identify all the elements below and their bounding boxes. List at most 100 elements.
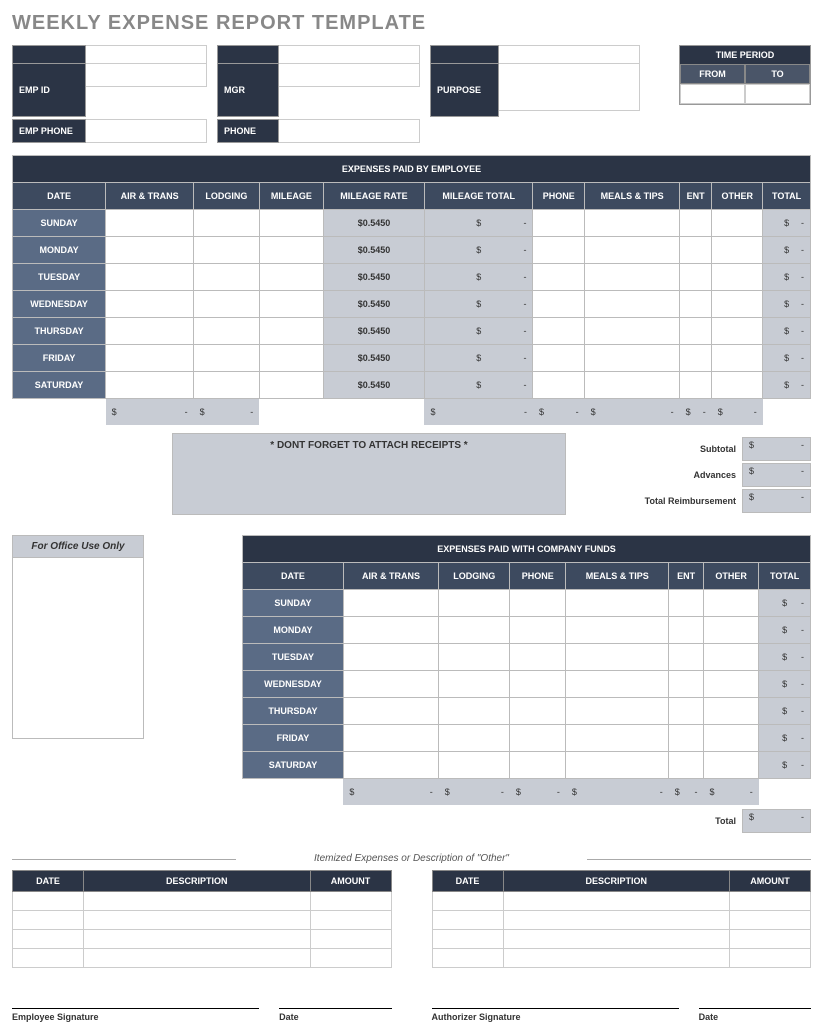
cell[interactable] (106, 372, 194, 399)
cell[interactable] (84, 892, 311, 911)
input-from[interactable] (680, 84, 745, 104)
cell[interactable] (712, 372, 763, 399)
cell[interactable] (259, 210, 323, 237)
cell[interactable] (566, 617, 669, 644)
cell[interactable] (106, 237, 194, 264)
employee-date-line[interactable]: Date (279, 1008, 391, 1022)
cell[interactable] (669, 698, 704, 725)
cell[interactable] (510, 725, 566, 752)
cell[interactable] (194, 210, 260, 237)
cell[interactable] (259, 345, 323, 372)
cell[interactable] (669, 590, 704, 617)
cell[interactable] (310, 949, 391, 968)
cell[interactable] (730, 911, 811, 930)
cell[interactable] (343, 752, 438, 779)
authorizer-date-line[interactable]: Date (699, 1008, 811, 1022)
cell[interactable] (432, 892, 503, 911)
cell[interactable] (704, 617, 759, 644)
cell[interactable] (439, 617, 510, 644)
cell[interactable] (503, 892, 730, 911)
cell[interactable] (439, 590, 510, 617)
cell[interactable] (669, 644, 704, 671)
input-emp-id[interactable] (86, 63, 207, 87)
cell[interactable] (730, 949, 811, 968)
cell[interactable] (704, 725, 759, 752)
cell[interactable] (84, 911, 311, 930)
cell[interactable] (704, 752, 759, 779)
cell[interactable] (533, 318, 585, 345)
cell[interactable] (680, 372, 712, 399)
cell[interactable] (343, 725, 438, 752)
cell[interactable] (585, 264, 680, 291)
cell[interactable] (585, 318, 680, 345)
cell[interactable] (194, 291, 260, 318)
cell[interactable] (533, 372, 585, 399)
cell[interactable] (343, 617, 438, 644)
cell[interactable] (712, 237, 763, 264)
input-phone[interactable] (279, 119, 420, 143)
cell[interactable] (106, 291, 194, 318)
cell[interactable] (585, 210, 680, 237)
cell[interactable] (106, 264, 194, 291)
authorizer-signature-line[interactable]: Authorizer Signature (432, 1008, 679, 1022)
cell[interactable] (510, 590, 566, 617)
cell[interactable] (13, 930, 84, 949)
cell[interactable] (194, 237, 260, 264)
cell[interactable] (566, 671, 669, 698)
cell[interactable] (13, 949, 84, 968)
cell[interactable] (712, 264, 763, 291)
cell[interactable] (585, 345, 680, 372)
cell[interactable] (533, 291, 585, 318)
input-mgr[interactable] (279, 63, 420, 87)
cell[interactable] (585, 237, 680, 264)
cell[interactable] (680, 237, 712, 264)
cell[interactable] (439, 725, 510, 752)
cell[interactable] (669, 725, 704, 752)
cell[interactable] (566, 644, 669, 671)
cell[interactable] (194, 318, 260, 345)
cell[interactable] (439, 671, 510, 698)
cell[interactable] (432, 949, 503, 968)
cell[interactable] (194, 264, 260, 291)
cell[interactable] (510, 698, 566, 725)
cell[interactable] (704, 698, 759, 725)
cell[interactable] (432, 930, 503, 949)
cell[interactable] (343, 698, 438, 725)
cell[interactable] (533, 264, 585, 291)
cell[interactable] (533, 237, 585, 264)
cell[interactable] (510, 752, 566, 779)
cell[interactable] (310, 930, 391, 949)
cell[interactable] (566, 725, 669, 752)
cell[interactable] (106, 345, 194, 372)
cell[interactable] (533, 210, 585, 237)
cell[interactable] (712, 291, 763, 318)
cell[interactable] (566, 698, 669, 725)
cell[interactable] (259, 318, 323, 345)
cell[interactable] (503, 911, 730, 930)
input-emp-phone[interactable] (86, 119, 207, 143)
input-purpose[interactable] (499, 63, 640, 111)
cell[interactable] (712, 345, 763, 372)
cell[interactable] (533, 345, 585, 372)
cell[interactable] (503, 930, 730, 949)
cell[interactable] (106, 210, 194, 237)
cell[interactable] (84, 949, 311, 968)
cell[interactable] (84, 930, 311, 949)
cell[interactable] (259, 372, 323, 399)
cell[interactable] (585, 372, 680, 399)
cell[interactable] (712, 210, 763, 237)
cell[interactable] (730, 892, 811, 911)
cell[interactable] (106, 318, 194, 345)
employee-signature-line[interactable]: Employee Signature (12, 1008, 259, 1022)
cell[interactable] (310, 911, 391, 930)
cell[interactable] (566, 752, 669, 779)
cell[interactable] (730, 930, 811, 949)
cell[interactable] (503, 949, 730, 968)
cell[interactable] (510, 671, 566, 698)
cell[interactable] (510, 644, 566, 671)
cell[interactable] (669, 752, 704, 779)
cell[interactable] (439, 752, 510, 779)
cell[interactable] (259, 291, 323, 318)
cell[interactable] (704, 671, 759, 698)
cell[interactable] (704, 590, 759, 617)
